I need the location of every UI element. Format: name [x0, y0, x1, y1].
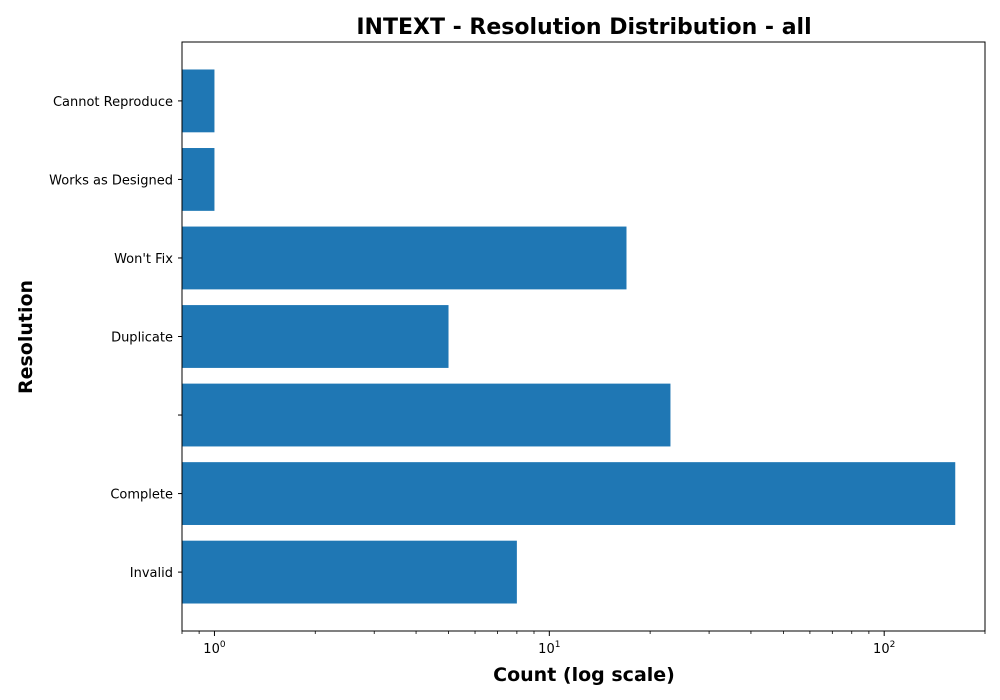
x-axis-label: Count (log scale): [493, 664, 675, 686]
y-tick-label: Invalid: [130, 566, 173, 581]
y-axis-label: Resolution: [15, 280, 37, 394]
bar: [182, 462, 956, 525]
y-tick-label: Complete: [110, 488, 173, 503]
y-ticks-group: Invalid Complete Duplicate Won't Fix Works a…: [49, 95, 182, 581]
x-ticks-group: 100 101 102: [181, 631, 986, 657]
x-tick-label: 101: [538, 640, 560, 657]
plot-frame: [181, 41, 986, 632]
bar: [182, 148, 215, 211]
x-tick-label: 102: [873, 640, 895, 657]
bar: [182, 69, 215, 133]
chart-title: INTEXT - Resolution Distribution - all: [356, 15, 811, 40]
bar: [182, 226, 627, 290]
bar: [182, 305, 449, 368]
bar: [182, 383, 671, 447]
y-tick-label: Cannot Reproduce: [53, 95, 173, 110]
y-tick-label: Works as Designed: [49, 173, 173, 188]
y-tick-label: Duplicate: [111, 331, 173, 346]
bars-group: [182, 69, 956, 604]
y-tick-label: Won't Fix: [114, 252, 173, 267]
bar: [182, 540, 517, 604]
x-tick-label: 100: [203, 640, 226, 657]
